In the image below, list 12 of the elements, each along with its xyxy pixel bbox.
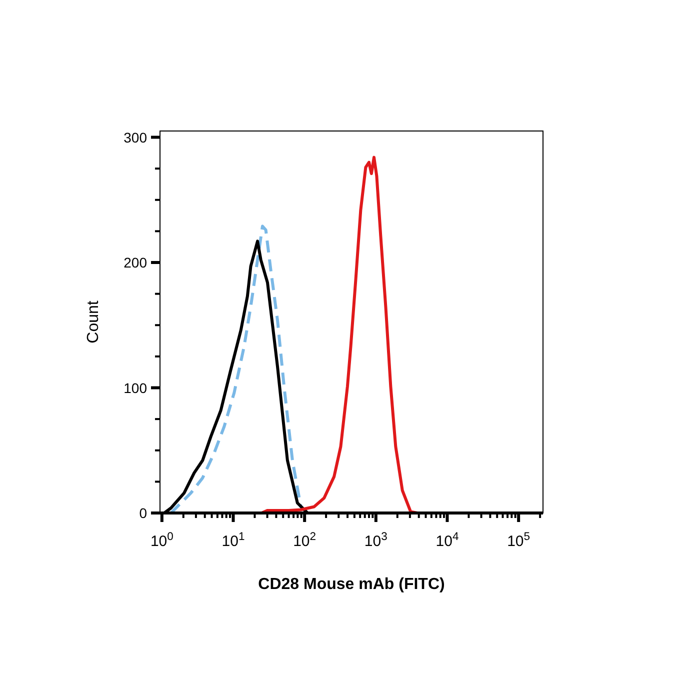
y-tick-label: 300 [124,129,148,146]
x-tick-label: 10$^{0}$ [150,531,174,550]
y-tick-label: 100 [124,380,148,396]
x-tick-label: 10$^{3}$ [364,531,388,550]
y-tick-label: 200 [124,254,148,271]
x-tick-label: 10$^{1}$ [222,531,245,550]
x-tick-label: 10$^{2}$ [293,531,316,550]
y-axis-title: Count [85,300,102,344]
x-tick-label: 10$^{4}$ [436,531,459,550]
x-tick-label: 10$^{5}$ [507,531,530,550]
x-axis-title: CD28 Mouse mAb (FITC) [258,576,445,593]
y-tick-label: 0 [139,505,148,521]
